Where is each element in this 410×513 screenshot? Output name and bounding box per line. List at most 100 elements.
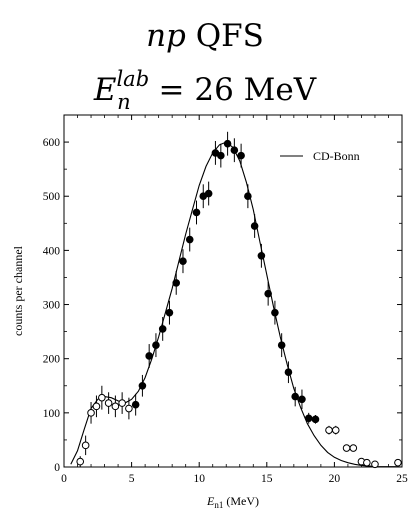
open-data-point (92, 395, 101, 418)
cd-bonn-curve (70, 141, 403, 468)
filled-data-point (204, 181, 213, 206)
data-marker (271, 308, 279, 317)
y-tick-label: 100 (43, 408, 61, 420)
data-marker (264, 289, 272, 298)
filled-data-point (192, 200, 201, 225)
plot-frame (63, 114, 403, 468)
data-marker (363, 458, 371, 467)
data-marker (145, 352, 153, 360)
y-tick-label: 300 (43, 300, 61, 312)
axis-ticks: 0 5 10 15 20 25 0 100 200 300 400 500 600 (43, 115, 408, 485)
title-qfs: QFS (186, 18, 264, 54)
filled-data-point (179, 249, 187, 274)
data-marker (165, 308, 174, 317)
filled-data-point (223, 131, 232, 156)
data-marker (131, 400, 140, 409)
y-tick-label: 200 (43, 354, 61, 366)
data-marker (98, 393, 106, 402)
filled-data-point (298, 389, 306, 410)
filled-data-point (145, 344, 153, 368)
y-tick-label: 400 (43, 245, 61, 257)
filled-data-point (250, 214, 259, 238)
data-marker (277, 341, 286, 349)
data-marker (158, 325, 167, 333)
filled-data-point (271, 300, 279, 325)
x-tick-label: 20 (329, 473, 341, 485)
filled-data-point (230, 138, 239, 163)
data-marker (257, 252, 266, 260)
data-marker (76, 457, 85, 466)
chart-title-line-2: Elab n = 26 MeV (93, 67, 317, 114)
open-data-point (394, 458, 402, 467)
data-marker (138, 381, 147, 390)
x-tick-label: 5 (129, 473, 135, 485)
data-marker (342, 444, 351, 452)
y-tick-label: 500 (43, 191, 61, 203)
data-marker (104, 399, 113, 407)
open-data-point (118, 392, 126, 414)
filled-data-point (237, 143, 245, 168)
data-marker (111, 402, 120, 411)
data-marker (325, 426, 333, 434)
data-marker (204, 189, 213, 198)
legend-label: CD-Bonn (313, 149, 360, 163)
data-marker (118, 399, 126, 407)
open-data-point (371, 460, 379, 469)
filled-data-point (152, 333, 160, 358)
data-marker (244, 192, 252, 201)
data-marker (172, 279, 181, 287)
x-tick-label: 10 (193, 473, 205, 485)
filled-data-point (284, 361, 293, 384)
cd-bonn-curve-layer (70, 141, 403, 468)
filled-data-point (138, 374, 147, 397)
filled-data-point (172, 270, 181, 295)
data-marker (152, 341, 160, 349)
open-data-point (349, 444, 358, 452)
open-data-point (363, 458, 371, 467)
open-data-point (87, 402, 95, 424)
x-axis-label: En1 (MeV) (206, 494, 259, 510)
open-data-point (325, 425, 333, 435)
open-data-point (104, 392, 113, 414)
filled-data-point (264, 281, 272, 306)
open-data-point (125, 397, 133, 420)
title-subscript: n (117, 90, 131, 114)
filled-data-point (165, 300, 174, 325)
data-marker (237, 151, 245, 160)
open-data-point (111, 395, 120, 418)
data-marker (284, 368, 293, 377)
data-marker (230, 146, 239, 154)
filled-data-point (131, 393, 140, 416)
y-tick-label: 600 (43, 137, 61, 149)
y-axis-label: counts per channel (11, 245, 25, 336)
filled-data-point (244, 184, 252, 209)
data-marker (192, 208, 201, 217)
x-label-symbol: E (206, 494, 215, 508)
open-data-point (98, 385, 106, 410)
data-marker (250, 222, 259, 230)
data-marker (311, 415, 320, 424)
x-tick-label: 25 (396, 473, 408, 485)
data-marker (298, 395, 306, 404)
title-np: np (146, 18, 186, 54)
x-label-unit: (MeV) (223, 494, 259, 508)
open-data-point (342, 444, 351, 452)
data-marker (304, 414, 313, 423)
data-points-layer (76, 131, 402, 469)
filled-data-point (291, 386, 299, 407)
data-marker (87, 409, 95, 417)
data-marker (223, 139, 232, 148)
title-energy-symbol: E (93, 72, 117, 108)
open-data-point (331, 425, 340, 435)
filled-data-point (158, 316, 167, 341)
filled-data-point (257, 243, 266, 268)
data-marker (291, 392, 299, 401)
x-tick-label: 0 (61, 473, 67, 485)
x-tick-label: 15 (261, 473, 273, 485)
data-marker (185, 235, 194, 244)
filled-data-point (311, 415, 320, 424)
data-marker (125, 404, 133, 413)
open-data-point (81, 435, 90, 456)
data-marker (179, 257, 187, 266)
